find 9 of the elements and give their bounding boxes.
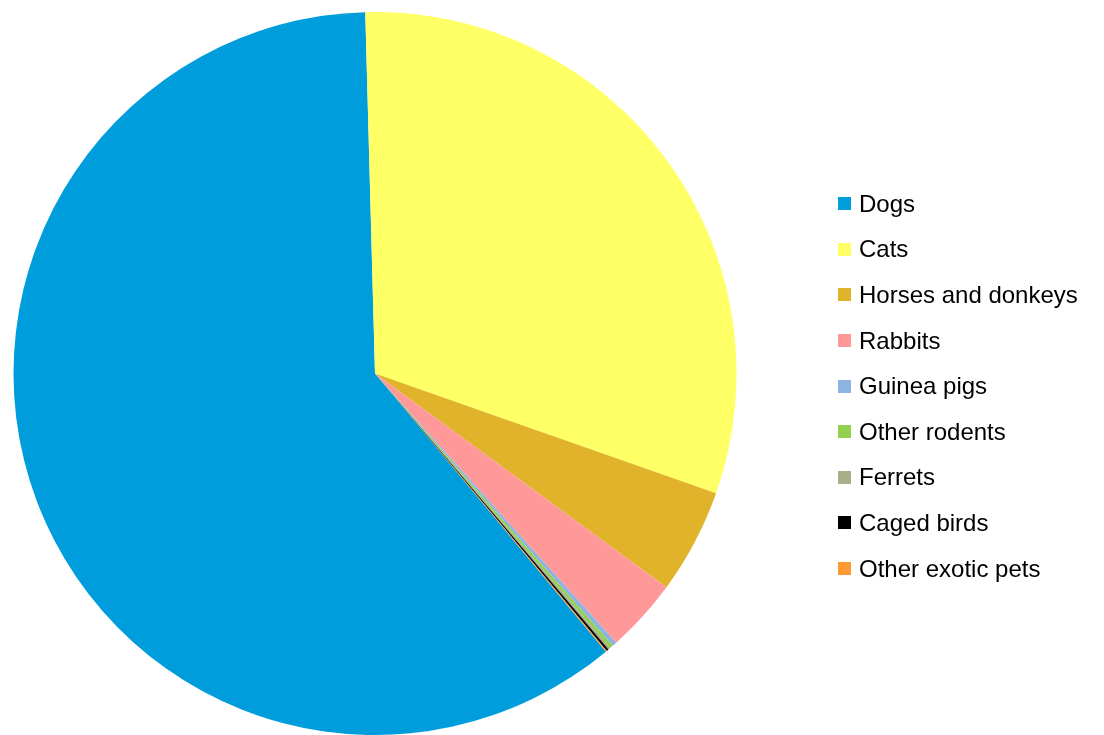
- legend-label: Ferrets: [859, 463, 936, 492]
- legend-label: Dogs: [859, 189, 916, 218]
- legend-label: Other rodents: [859, 417, 1006, 446]
- legend-label: Rabbits: [859, 326, 941, 355]
- legend-label: Other exotic pets: [859, 554, 1041, 583]
- legend-label: Horses and donkeys: [859, 280, 1078, 309]
- legend-label: Caged birds: [859, 508, 989, 537]
- legend-label: Cats: [859, 235, 909, 264]
- legend-label: Guinea pigs: [859, 372, 988, 401]
